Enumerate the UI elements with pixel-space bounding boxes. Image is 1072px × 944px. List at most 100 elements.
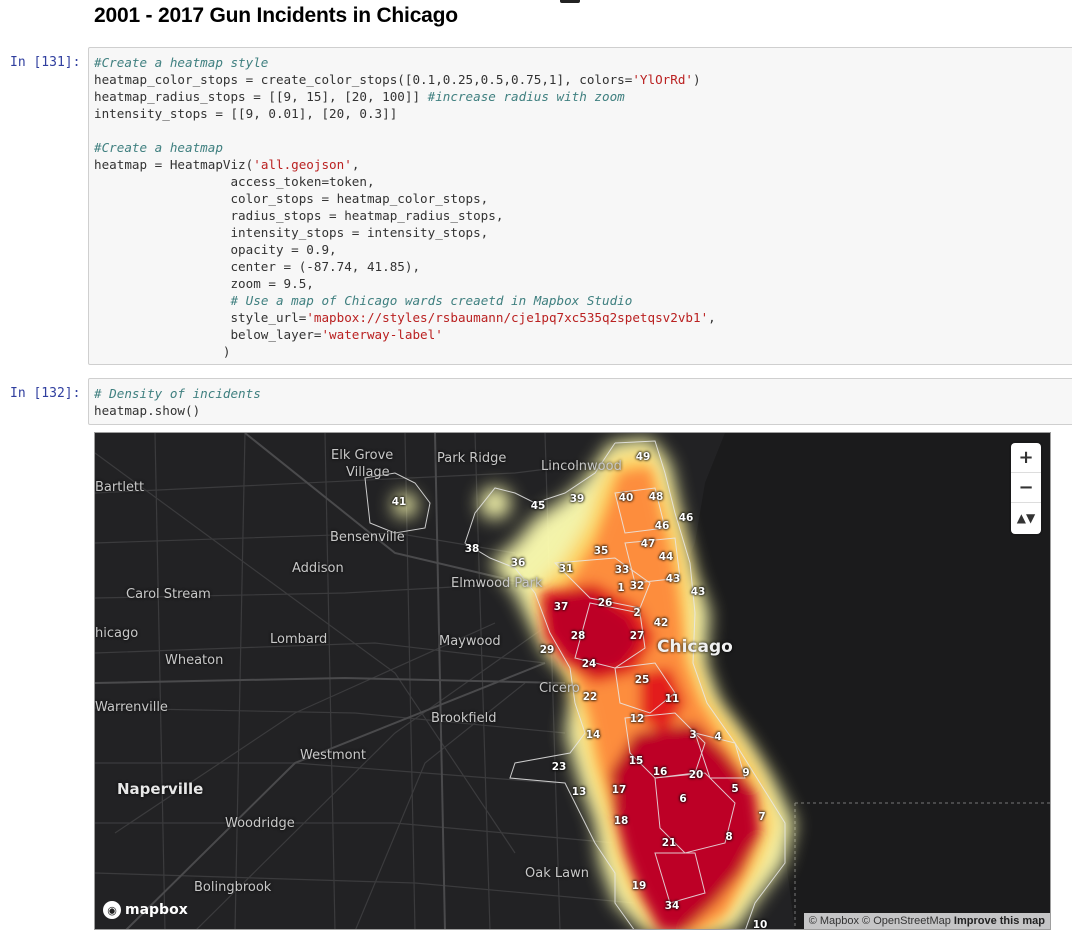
mapbox-logo-icon: ◉ — [103, 901, 121, 919]
cell-prompt: In [132]: — [10, 386, 81, 401]
code-block[interactable]: # Density of incidents heatmap.show() — [94, 385, 261, 419]
cell-prompt: In [131]: — [10, 55, 81, 70]
ward-number: 44 — [658, 551, 674, 563]
ward-number: 40 — [618, 492, 634, 504]
highway-network — [95, 433, 566, 929]
ward-number: 7 — [758, 811, 766, 823]
code-line — [94, 122, 716, 139]
code-line: ) — [94, 343, 716, 360]
ward-number: 20 — [688, 769, 704, 781]
ward-number: 37 — [553, 601, 569, 613]
compass-button[interactable]: ▲▼ — [1016, 511, 1036, 525]
code-token: intensity_stops = [[9, 0.01], [20, 0.3]] — [94, 106, 398, 121]
code-line: heatmap_color_stops = create_color_stops… — [94, 71, 716, 88]
code-line: heatmap.show() — [94, 402, 261, 419]
code-line: #Create a heatmap style — [94, 54, 716, 71]
code-token: , — [351, 157, 360, 172]
code-line: below_layer='waterway-label' — [94, 326, 716, 343]
ward-number: 4 — [714, 731, 722, 743]
ward-number: 43 — [665, 573, 681, 585]
code-token: color_stops = heatmap_color_stops, — [94, 191, 489, 206]
code-token: #Create a heatmap — [94, 140, 223, 155]
code-token: heatmap = HeatmapViz( — [94, 157, 254, 172]
ward-number: 25 — [634, 674, 650, 686]
ward-number: 17 — [611, 784, 627, 796]
mapbox-logo[interactable]: ◉ mapbox — [103, 901, 188, 919]
place-label: Wheaton — [165, 653, 224, 668]
code-token: ) — [94, 344, 231, 359]
place-label: Naperville — [117, 780, 204, 798]
code-line: radius_stops = heatmap_radius_stops, — [94, 207, 716, 224]
code-token: heatmap.show() — [94, 403, 201, 418]
code-cell-input[interactable] — [88, 47, 1072, 365]
place-label: Maywood — [439, 634, 501, 649]
place-label: Addison — [292, 561, 344, 576]
map-navigation-control: + − ▲▼ — [1011, 443, 1041, 534]
ward-number: 11 — [664, 693, 680, 705]
ward-number: 12 — [629, 713, 645, 725]
code-line: # Density of incidents — [94, 385, 261, 402]
code-token: opacity = 0.9, — [94, 242, 337, 257]
code-token: heatmap_radius_stops = [[9, 15], [20, 10… — [94, 89, 428, 104]
page-title: 2001 - 2017 Gun Incidents in Chicago — [94, 4, 458, 27]
attribution-copyright[interactable]: © Mapbox © OpenStreetMap — [808, 915, 954, 927]
place-label: Oak Lawn — [525, 866, 589, 881]
code-line: intensity_stops = [[9, 0.01], [20, 0.3]] — [94, 105, 716, 122]
ward-number: 2 — [633, 607, 641, 619]
place-label: Brookfield — [431, 711, 497, 726]
code-line: heatmap_radius_stops = [[9, 15], [20, 10… — [94, 88, 716, 105]
code-line: # Use a map of Chicago wards creaetd in … — [94, 292, 716, 309]
code-token: 'all.geojson' — [253, 157, 352, 172]
place-label: Warrenville — [95, 700, 168, 715]
place-label: Lincolnwood — [541, 459, 622, 474]
code-block[interactable]: #Create a heatmap style heatmap_color_sto… — [94, 54, 716, 360]
ward-number: 19 — [631, 880, 647, 892]
ward-number: 18 — [613, 815, 629, 827]
code-line: style_url='mapbox://styles/rsbaumann/cje… — [94, 309, 715, 326]
map-canvas[interactable] — [95, 433, 1051, 930]
ward-number: 1 — [617, 582, 625, 594]
place-label: Park Ridge — [437, 451, 507, 466]
ward-number: 32 — [629, 580, 645, 592]
ward-number: 35 — [593, 545, 609, 557]
place-label: Bartlett — [95, 480, 145, 495]
place-label: Bensenville — [330, 530, 405, 545]
ward-number: 46 — [678, 512, 694, 524]
code-token: radius_stops = heatmap_radius_stops, — [94, 208, 504, 223]
ward-number: 47 — [640, 538, 656, 550]
code-token: # Density of incidents — [94, 386, 261, 401]
map-attribution: © Mapbox © OpenStreetMap Improve this ma… — [803, 913, 1050, 929]
place-label: Elk Grove — [331, 448, 394, 463]
code-line: access_token=token, — [94, 173, 716, 190]
ward-number: 5 — [731, 783, 739, 795]
code-token: 'YlOrRd' — [632, 72, 693, 87]
place-label: hicago — [95, 626, 139, 641]
code-token: center = (-87.74, 41.85), — [94, 259, 421, 274]
improve-map-link[interactable]: Improve this map — [953, 915, 1045, 927]
code-line: heatmap = HeatmapViz('all.geojson', — [94, 156, 716, 173]
ward-number: 49 — [635, 451, 651, 463]
heat-layer-high — [540, 468, 760, 929]
code-token: #increase radius with zoom — [427, 89, 625, 104]
zoom-in-button[interactable]: + — [1011, 443, 1041, 473]
ward-number: 8 — [725, 831, 733, 843]
place-label: Chicago — [657, 637, 733, 657]
zoom-out-button[interactable]: − — [1011, 473, 1041, 503]
code-token: below_layer= — [94, 327, 322, 342]
place-label: Bolingbrook — [194, 880, 272, 895]
code-line: zoom = 9.5, — [94, 275, 716, 292]
place-label: Carol Stream — [126, 587, 211, 602]
ward-number: 26 — [597, 597, 613, 609]
mapbox-logo-text: mapbox — [125, 902, 188, 918]
code-token: heatmap_color_stops = create_color_stops… — [94, 72, 633, 87]
place-label: Village — [346, 465, 390, 480]
code-token: style_url= — [94, 310, 307, 325]
ward-number: 45 — [530, 500, 546, 512]
code-cell-input[interactable] — [88, 378, 1072, 425]
ward-number: 39 — [569, 493, 585, 505]
ward-number: 31 — [558, 563, 574, 575]
heatmap-output[interactable]: Elk Grove Village Park Ridge Lincolnwood Bar… — [94, 432, 1051, 930]
code-token: #Create a heatmap style — [94, 55, 269, 70]
ward-number: 33 — [614, 564, 630, 576]
code-line: color_stops = heatmap_color_stops, — [94, 190, 716, 207]
